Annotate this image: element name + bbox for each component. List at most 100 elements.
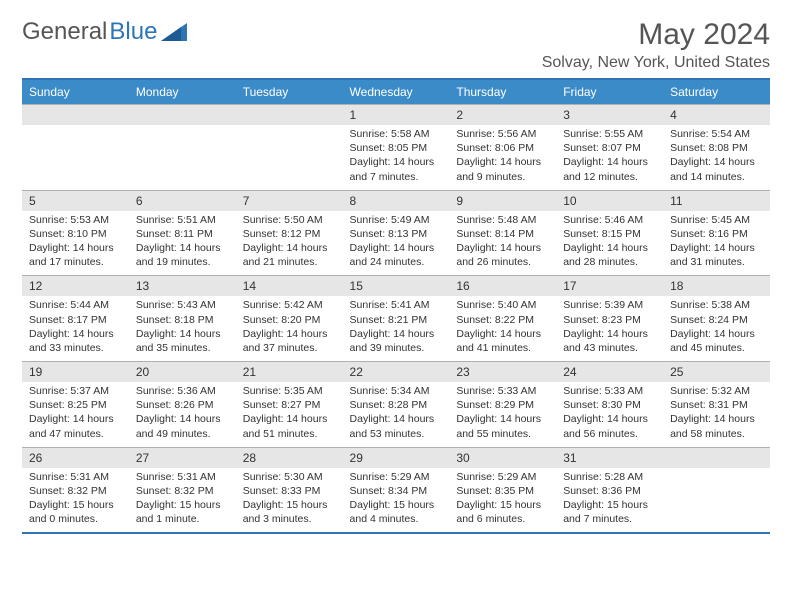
day-cell: Sunrise: 5:33 AMSunset: 8:30 PMDaylight:… bbox=[556, 382, 663, 447]
day-cell: Sunrise: 5:55 AMSunset: 8:07 PMDaylight:… bbox=[556, 125, 663, 190]
day-cell: Sunrise: 5:33 AMSunset: 8:29 PMDaylight:… bbox=[449, 382, 556, 447]
day-body-row: Sunrise: 5:53 AMSunset: 8:10 PM Daylight:… bbox=[22, 211, 770, 276]
daynum-row: 19202122232425 bbox=[22, 362, 770, 383]
day-day2: and 17 minutes. bbox=[29, 255, 122, 269]
day-day2: and 7 minutes. bbox=[563, 512, 656, 526]
day-body-row: Sunrise: 5:44 AMSunset: 8:17 PMDaylight:… bbox=[22, 296, 770, 361]
page-header: GeneralBlue May 2024 Solvay, New York, U… bbox=[22, 18, 770, 72]
day-number: 2 bbox=[449, 105, 556, 126]
weekday-header: Friday bbox=[556, 79, 663, 105]
day-cell: Sunrise: 5:48 AMSunset: 8:14 PMDaylight:… bbox=[449, 211, 556, 276]
day-number: 6 bbox=[129, 190, 236, 211]
month-title: May 2024 bbox=[542, 18, 770, 52]
day-sunset: Sunset: 8:07 PM bbox=[563, 141, 656, 155]
day-sunset: Sunset: 8:32 PM bbox=[136, 484, 229, 498]
logo: GeneralBlue bbox=[22, 18, 187, 46]
day-day2: and 55 minutes. bbox=[456, 427, 549, 441]
day-number: 7 bbox=[236, 190, 343, 211]
day-cell: Sunrise: 5:38 AMSunset: 8:24 PMDaylight:… bbox=[663, 296, 770, 361]
day-sunrise: Sunrise: 5:45 AM bbox=[670, 213, 763, 227]
day-sunset: Sunset: 8:10 PM bbox=[29, 227, 122, 241]
day-sunrise: Sunrise: 5:34 AM bbox=[350, 384, 443, 398]
day-day2: and 45 minutes. bbox=[670, 341, 763, 355]
day-number: 28 bbox=[236, 447, 343, 468]
day-day2: and 39 minutes. bbox=[350, 341, 443, 355]
day-day2: and 21 minutes. bbox=[243, 255, 336, 269]
daynum-row: 1234 bbox=[22, 105, 770, 126]
day-day2: and 26 minutes. bbox=[456, 255, 549, 269]
day-sunrise: Sunrise: 5:28 AM bbox=[563, 470, 656, 484]
day-day2: and 19 minutes. bbox=[136, 255, 229, 269]
day-cell: Sunrise: 5:35 AMSunset: 8:27 PMDaylight:… bbox=[236, 382, 343, 447]
day-sunset: Sunset: 8:11 PM bbox=[136, 227, 229, 241]
day-day2: and 47 minutes. bbox=[29, 427, 122, 441]
day-day1: Daylight: 14 hours bbox=[456, 241, 549, 255]
day-day1: Daylight: 14 hours bbox=[29, 327, 122, 341]
day-number: 26 bbox=[22, 447, 129, 468]
day-sunset: Sunset: 8:34 PM bbox=[350, 484, 443, 498]
day-sunset: Sunset: 8:16 PM bbox=[670, 227, 763, 241]
daynum-row: 567891011 bbox=[22, 190, 770, 211]
day-sunset: Sunset: 8:28 PM bbox=[350, 398, 443, 412]
weekday-header: Sunday bbox=[22, 79, 129, 105]
day-day2: and 31 minutes. bbox=[670, 255, 763, 269]
day-number: 1 bbox=[343, 105, 450, 126]
day-number: 21 bbox=[236, 362, 343, 383]
day-number: 8 bbox=[343, 190, 450, 211]
day-day2: and 41 minutes. bbox=[456, 341, 549, 355]
day-sunrise: Sunrise: 5:38 AM bbox=[670, 298, 763, 312]
day-cell: Sunrise: 5:49 AMSunset: 8:13 PMDaylight:… bbox=[343, 211, 450, 276]
day-body-row: Sunrise: 5:58 AMSunset: 8:05 PMDaylight:… bbox=[22, 125, 770, 190]
day-sunrise: Sunrise: 5:43 AM bbox=[136, 298, 229, 312]
day-day1: Daylight: 15 hours bbox=[563, 498, 656, 512]
day-cell: Sunrise: 5:29 AMSunset: 8:35 PMDaylight:… bbox=[449, 468, 556, 534]
day-day1: Daylight: 14 hours bbox=[456, 412, 549, 426]
day-cell: Sunrise: 5:28 AMSunset: 8:36 PMDaylight:… bbox=[556, 468, 663, 534]
day-number: 14 bbox=[236, 276, 343, 297]
day-day1: Daylight: 14 hours bbox=[136, 327, 229, 341]
day-number: 9 bbox=[449, 190, 556, 211]
day-day2: and 49 minutes. bbox=[136, 427, 229, 441]
day-number: 4 bbox=[663, 105, 770, 126]
calendar-table: Sunday Monday Tuesday Wednesday Thursday… bbox=[22, 78, 770, 534]
day-day2: and 6 minutes. bbox=[456, 512, 549, 526]
day-number: 12 bbox=[22, 276, 129, 297]
day-day1: Daylight: 14 hours bbox=[670, 155, 763, 169]
day-sunrise: Sunrise: 5:50 AM bbox=[243, 213, 336, 227]
daynum-row: 262728293031 bbox=[22, 447, 770, 468]
day-cell: Sunrise: 5:32 AMSunset: 8:31 PMDaylight:… bbox=[663, 382, 770, 447]
day-sunrise: Sunrise: 5:29 AM bbox=[456, 470, 549, 484]
day-sunrise: Sunrise: 5:33 AM bbox=[456, 384, 549, 398]
day-cell: Sunrise: 5:29 AMSunset: 8:34 PMDaylight:… bbox=[343, 468, 450, 534]
day-day2: and 35 minutes. bbox=[136, 341, 229, 355]
logo-text-1: General bbox=[22, 18, 107, 46]
day-sunrise: Sunrise: 5:53 AM bbox=[29, 213, 122, 227]
day-sunset: Sunset: 8:23 PM bbox=[563, 313, 656, 327]
day-day1: Daylight: 14 hours bbox=[563, 412, 656, 426]
day-day1: Daylight: 15 hours bbox=[136, 498, 229, 512]
day-sunrise: Sunrise: 5:30 AM bbox=[243, 470, 336, 484]
day-day1: Daylight: 14 hours bbox=[350, 241, 443, 255]
day-sunset: Sunset: 8:15 PM bbox=[563, 227, 656, 241]
day-day2: and 51 minutes. bbox=[243, 427, 336, 441]
day-sunrise: Sunrise: 5:56 AM bbox=[456, 127, 549, 141]
day-sunrise: Sunrise: 5:44 AM bbox=[29, 298, 122, 312]
day-sunrise: Sunrise: 5:36 AM bbox=[136, 384, 229, 398]
day-sunrise: Sunrise: 5:40 AM bbox=[456, 298, 549, 312]
day-number: 27 bbox=[129, 447, 236, 468]
day-sunset: Sunset: 8:13 PM bbox=[350, 227, 443, 241]
day-day2: and 7 minutes. bbox=[350, 170, 443, 184]
day-cell: Sunrise: 5:31 AMSunset: 8:32 PMDaylight:… bbox=[129, 468, 236, 534]
day-day1: Daylight: 14 hours bbox=[456, 327, 549, 341]
day-number: 22 bbox=[343, 362, 450, 383]
weekday-header-row: Sunday Monday Tuesday Wednesday Thursday… bbox=[22, 79, 770, 105]
day-day1: Daylight: 14 hours bbox=[563, 241, 656, 255]
day-day1: Daylight: 15 hours bbox=[29, 498, 122, 512]
day-sunrise: Sunrise: 5:39 AM bbox=[563, 298, 656, 312]
day-day1: Daylight: 14 hours bbox=[243, 412, 336, 426]
day-sunrise: Sunrise: 5:51 AM bbox=[136, 213, 229, 227]
day-sunset: Sunset: 8:08 PM bbox=[670, 141, 763, 155]
day-body-row: Sunrise: 5:31 AMSunset: 8:32 PMDaylight:… bbox=[22, 468, 770, 534]
logo-text-2: Blue bbox=[109, 18, 157, 46]
day-sunrise: Sunrise: 5:55 AM bbox=[563, 127, 656, 141]
